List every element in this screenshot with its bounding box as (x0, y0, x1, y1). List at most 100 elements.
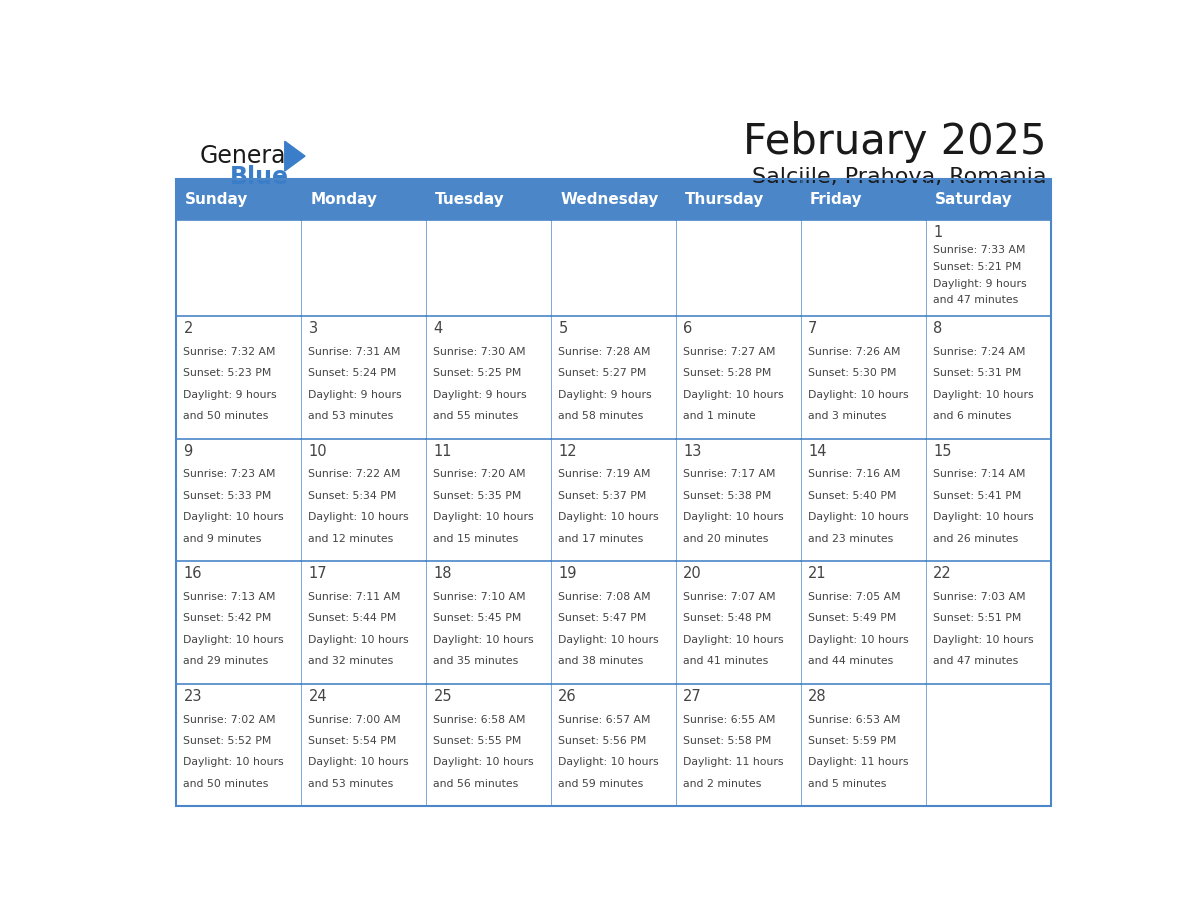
Text: Sunrise: 7:11 AM: Sunrise: 7:11 AM (309, 592, 400, 602)
Text: 11: 11 (434, 443, 451, 459)
Text: Sunset: 5:49 PM: Sunset: 5:49 PM (808, 613, 897, 623)
Text: and 47 minutes: and 47 minutes (934, 656, 1018, 666)
Text: and 58 minutes: and 58 minutes (558, 411, 644, 421)
Bar (676, 684, 801, 806)
Bar (426, 179, 551, 219)
Text: Sunset: 5:45 PM: Sunset: 5:45 PM (434, 613, 522, 623)
Text: 28: 28 (808, 688, 827, 704)
Text: Sunrise: 7:16 AM: Sunrise: 7:16 AM (808, 469, 901, 479)
Text: and 56 minutes: and 56 minutes (434, 778, 519, 789)
Text: Sunrise: 6:58 AM: Sunrise: 6:58 AM (434, 714, 526, 724)
Text: Sunrise: 7:13 AM: Sunrise: 7:13 AM (183, 592, 276, 602)
Text: Sunset: 5:34 PM: Sunset: 5:34 PM (309, 491, 397, 501)
Text: Sunrise: 7:07 AM: Sunrise: 7:07 AM (683, 592, 776, 602)
Bar (301, 439, 426, 561)
Text: and 47 minutes: and 47 minutes (934, 296, 1018, 306)
Text: and 3 minutes: and 3 minutes (808, 411, 886, 421)
Text: 21: 21 (808, 566, 827, 581)
Text: and 53 minutes: and 53 minutes (309, 778, 393, 789)
Text: Daylight: 10 hours: Daylight: 10 hours (808, 512, 909, 522)
Text: Sunset: 5:21 PM: Sunset: 5:21 PM (934, 262, 1022, 272)
Text: Sunrise: 7:22 AM: Sunrise: 7:22 AM (309, 469, 400, 479)
Text: Sunrise: 7:17 AM: Sunrise: 7:17 AM (683, 469, 776, 479)
Text: 14: 14 (808, 443, 827, 459)
Text: 4: 4 (434, 321, 443, 336)
Bar (801, 219, 925, 316)
Bar (426, 561, 551, 684)
Bar (176, 561, 301, 684)
Bar (925, 561, 1051, 684)
Text: Friday: Friday (810, 192, 862, 207)
Text: 3: 3 (309, 321, 317, 336)
Text: 16: 16 (183, 566, 202, 581)
Text: and 20 minutes: and 20 minutes (683, 533, 769, 543)
Text: Sunset: 5:52 PM: Sunset: 5:52 PM (183, 736, 272, 746)
Text: Sunrise: 7:33 AM: Sunrise: 7:33 AM (934, 245, 1025, 255)
Text: Sunset: 5:30 PM: Sunset: 5:30 PM (808, 368, 897, 378)
Text: Daylight: 9 hours: Daylight: 9 hours (309, 389, 402, 399)
Text: Daylight: 10 hours: Daylight: 10 hours (808, 389, 909, 399)
Text: Sunrise: 7:27 AM: Sunrise: 7:27 AM (683, 347, 776, 357)
Text: and 23 minutes: and 23 minutes (808, 533, 893, 543)
Text: Sunset: 5:33 PM: Sunset: 5:33 PM (183, 491, 272, 501)
Bar (176, 219, 301, 316)
Bar (925, 684, 1051, 806)
Text: Monday: Monday (310, 192, 378, 207)
Text: 2: 2 (183, 321, 192, 336)
Text: Sunrise: 6:57 AM: Sunrise: 6:57 AM (558, 714, 651, 724)
Text: and 15 minutes: and 15 minutes (434, 533, 519, 543)
Text: Daylight: 9 hours: Daylight: 9 hours (934, 278, 1026, 288)
Text: and 1 minute: and 1 minute (683, 411, 756, 421)
Text: Sunrise: 7:23 AM: Sunrise: 7:23 AM (183, 469, 276, 479)
Text: Wednesday: Wednesday (561, 192, 658, 207)
Text: Daylight: 10 hours: Daylight: 10 hours (808, 635, 909, 644)
Text: Daylight: 10 hours: Daylight: 10 hours (183, 512, 284, 522)
Text: Sunrise: 6:53 AM: Sunrise: 6:53 AM (808, 714, 901, 724)
Text: and 55 minutes: and 55 minutes (434, 411, 519, 421)
Text: and 6 minutes: and 6 minutes (934, 411, 1011, 421)
Bar (925, 219, 1051, 316)
Text: Sunrise: 7:00 AM: Sunrise: 7:00 AM (309, 714, 402, 724)
Text: Sunrise: 7:20 AM: Sunrise: 7:20 AM (434, 469, 526, 479)
Bar (676, 316, 801, 439)
Text: and 9 minutes: and 9 minutes (183, 533, 261, 543)
Text: and 53 minutes: and 53 minutes (309, 411, 393, 421)
Text: Saturday: Saturday (935, 192, 1013, 207)
Text: and 44 minutes: and 44 minutes (808, 656, 893, 666)
Text: Daylight: 10 hours: Daylight: 10 hours (683, 635, 784, 644)
Text: 20: 20 (683, 566, 702, 581)
Text: and 2 minutes: and 2 minutes (683, 778, 762, 789)
Bar (176, 179, 1051, 806)
Text: February 2025: February 2025 (742, 121, 1047, 163)
Text: 19: 19 (558, 566, 577, 581)
Text: Sunset: 5:27 PM: Sunset: 5:27 PM (558, 368, 646, 378)
Text: Daylight: 10 hours: Daylight: 10 hours (683, 512, 784, 522)
Text: 26: 26 (558, 688, 577, 704)
Text: Sunset: 5:48 PM: Sunset: 5:48 PM (683, 613, 772, 623)
Text: 18: 18 (434, 566, 451, 581)
Text: Daylight: 10 hours: Daylight: 10 hours (183, 635, 284, 644)
Bar (801, 316, 925, 439)
Text: Sunset: 5:28 PM: Sunset: 5:28 PM (683, 368, 772, 378)
Text: and 38 minutes: and 38 minutes (558, 656, 644, 666)
Text: and 59 minutes: and 59 minutes (558, 778, 644, 789)
Text: Sunset: 5:56 PM: Sunset: 5:56 PM (558, 736, 646, 746)
Text: Blue: Blue (229, 165, 289, 189)
Text: and 12 minutes: and 12 minutes (309, 533, 393, 543)
Text: Daylight: 10 hours: Daylight: 10 hours (558, 635, 659, 644)
Text: Sunrise: 7:10 AM: Sunrise: 7:10 AM (434, 592, 526, 602)
Bar (301, 179, 426, 219)
Text: 10: 10 (309, 443, 327, 459)
Text: Sunset: 5:23 PM: Sunset: 5:23 PM (183, 368, 272, 378)
Text: Daylight: 11 hours: Daylight: 11 hours (808, 757, 909, 767)
Text: Sunrise: 7:30 AM: Sunrise: 7:30 AM (434, 347, 526, 357)
Text: 1: 1 (934, 225, 942, 240)
Text: Sunrise: 7:24 AM: Sunrise: 7:24 AM (934, 347, 1025, 357)
Text: General: General (200, 144, 292, 168)
Bar (301, 561, 426, 684)
Text: Daylight: 10 hours: Daylight: 10 hours (309, 635, 409, 644)
Text: Salciile, Prahova, Romania: Salciile, Prahova, Romania (752, 167, 1047, 187)
Bar (551, 561, 676, 684)
Text: and 17 minutes: and 17 minutes (558, 533, 644, 543)
Text: and 50 minutes: and 50 minutes (183, 411, 268, 421)
